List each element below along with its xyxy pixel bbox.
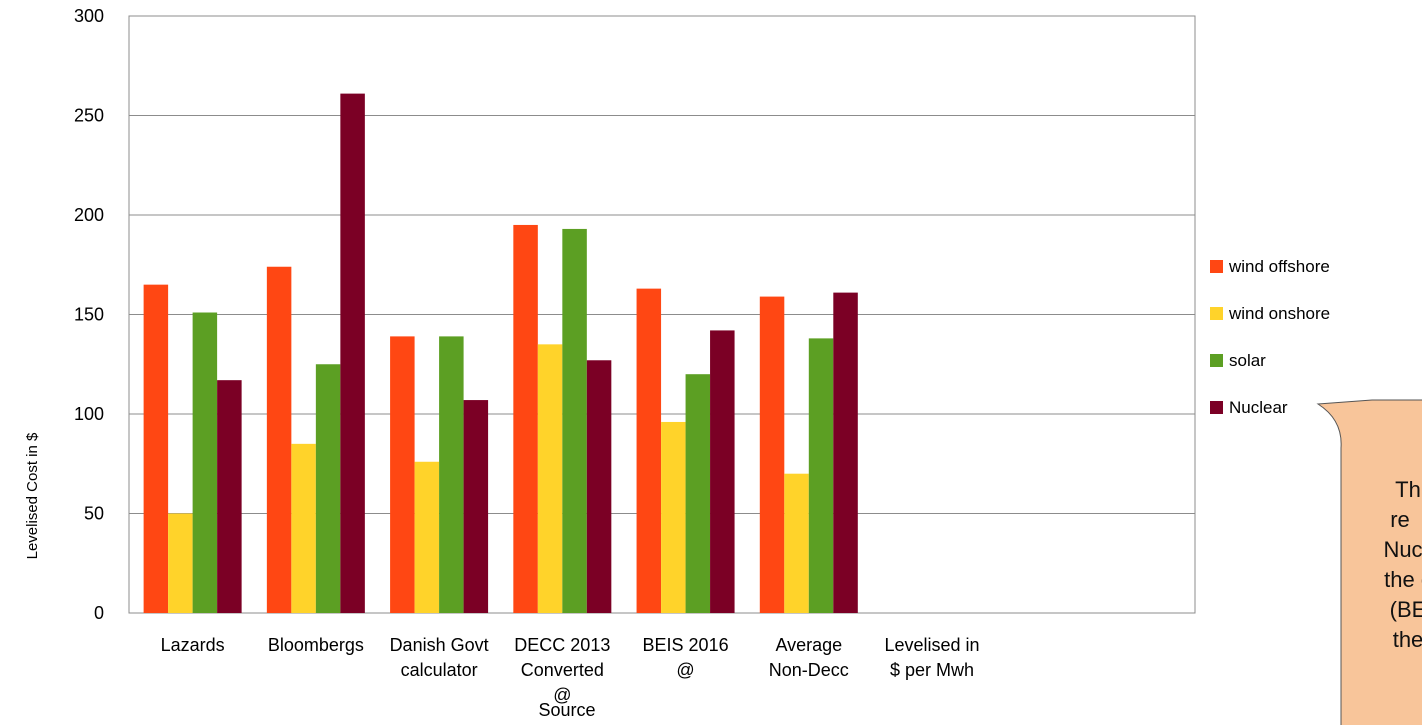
callout-text: the c (1384, 567, 1422, 592)
bar-wind-offshore (513, 224, 538, 613)
bar-wind-onshore (414, 461, 440, 613)
y-tick-label: 50 (84, 504, 104, 524)
bar-solar (439, 336, 464, 613)
bar-wind-onshore (168, 513, 193, 613)
bars (143, 93, 858, 614)
y-tick-label: 200 (74, 205, 104, 225)
bar-solar (562, 228, 587, 613)
y-axis-tick-labels: 0 50 100 150 200 250 300 (74, 6, 104, 623)
bar-wind-offshore (636, 288, 662, 613)
x-category-label: Average Non-Decc (769, 635, 849, 680)
bar-wind-offshore (390, 336, 415, 613)
bar-wind-offshore (266, 266, 292, 613)
y-tick-label: 300 (74, 6, 104, 26)
callout-box: Th re Nuc the c (BE the (1316, 399, 1422, 725)
legend-swatch (1210, 260, 1223, 273)
y-tick-label: 100 (74, 404, 104, 424)
x-axis-category-labels: Lazards Bloombergs Danish Govt calculator DE… (161, 635, 980, 705)
y-axis-label: Levelised Cost in $ (24, 432, 41, 559)
bar-nuclear (217, 380, 242, 613)
bar-solar (192, 312, 218, 613)
x-category-label: DECC 2013 Converted @ (514, 635, 610, 705)
bar-nuclear (833, 292, 858, 613)
bar-solar (315, 364, 341, 613)
callout-text: Th (1395, 477, 1421, 502)
y-tick-label: 150 (74, 305, 104, 325)
bar-wind-offshore (759, 296, 785, 613)
bar-nuclear (586, 360, 612, 613)
bar-wind-offshore (143, 284, 169, 613)
legend-label: Nuclear (1229, 398, 1288, 417)
x-category-label: BEIS 2016 @ (643, 635, 729, 680)
legend-swatch (1210, 401, 1223, 414)
callout-text: Nuc (1383, 537, 1422, 562)
bar-nuclear (340, 93, 365, 614)
y-tick-label: 0 (94, 603, 104, 623)
bar-nuclear (463, 400, 489, 613)
x-category-label: Danish Govt calculator (390, 635, 489, 680)
bar-wind-onshore (661, 421, 686, 613)
gridlines (129, 115, 1195, 514)
legend-swatch (1210, 307, 1223, 320)
x-axis-label: Source (538, 700, 595, 720)
y-tick-label: 250 (74, 106, 104, 126)
callout-text: re (1390, 507, 1410, 532)
legend-label: wind offshore (1228, 257, 1330, 276)
legend: wind offshore wind onshore solar Nuclear (1210, 257, 1330, 417)
x-category-label: Lazards (161, 635, 225, 655)
bar-solar (685, 374, 711, 613)
bar-wind-onshore (537, 344, 563, 613)
bar-nuclear (710, 330, 735, 613)
bar-solar (808, 338, 834, 613)
legend-label: wind onshore (1228, 304, 1330, 323)
bar-wind-onshore (784, 473, 809, 613)
x-category-label: Bloombergs (268, 635, 364, 655)
bar-wind-onshore (291, 443, 316, 613)
callout-text: the (1393, 627, 1422, 652)
callout-text: (BE (1390, 597, 1422, 622)
x-category-label: Levelised in $ per Mwh (885, 635, 980, 680)
legend-label: solar (1229, 351, 1266, 370)
callout-shape (1316, 399, 1422, 725)
legend-swatch (1210, 354, 1223, 367)
